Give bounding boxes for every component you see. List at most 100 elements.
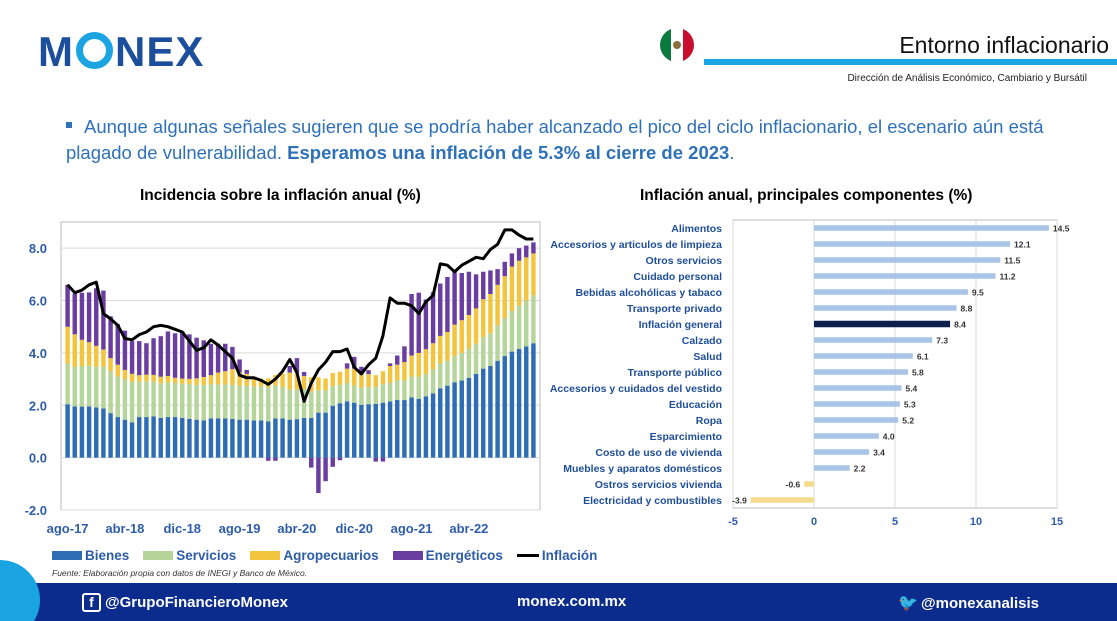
bar-segment-agropecuarios (122, 369, 128, 380)
bar-segment-energéticos (215, 343, 221, 373)
bar-segment-agropecuarios (366, 374, 371, 388)
bar-segment-agropecuarios (488, 294, 493, 334)
bar-segment-agropecuarios (172, 377, 178, 384)
bar-segment-energéticos (323, 457, 328, 482)
bar-segment-servicios (395, 380, 400, 401)
x-tick-label: 5 (892, 516, 898, 528)
bar-segment-energéticos (137, 341, 142, 376)
bar-segment-servicios (495, 325, 500, 361)
bar-segment-energéticos (502, 261, 507, 277)
bar-segment-agropecuarios (423, 349, 429, 375)
category-label: Esparcimiento (650, 431, 722, 443)
y-tick-label: 6.0 (29, 294, 47, 309)
bar-segment-servicios (438, 363, 443, 389)
y-tick-label: 4.0 (29, 346, 47, 361)
bar-segment-bienes (79, 406, 85, 458)
bar-segment-bienes (359, 404, 364, 458)
website-link[interactable]: monex.com.mx (517, 593, 627, 610)
bar-segment-servicios (122, 379, 128, 420)
bar-segment-bienes (380, 402, 386, 458)
category-label: Cuidado personal (633, 271, 722, 283)
legend-label: Bienes (85, 548, 130, 563)
bar-segment-energéticos (208, 343, 214, 376)
bar-segment-energéticos (294, 358, 300, 373)
bar-segment-agropecuarios (79, 339, 85, 366)
category-label: Calzado (682, 335, 722, 347)
chart-legend: Bienes Servicios Agropecuarios Energétic… (52, 548, 597, 563)
bar-segment-agropecuarios (208, 375, 214, 385)
bar-segment-agropecuarios (65, 326, 70, 364)
bar-segment-bienes (294, 419, 300, 458)
category-label: Transporte privado (627, 303, 722, 315)
data-label: 11.5 (1004, 256, 1020, 266)
bar-segment-agropecuarios (344, 368, 350, 384)
bullet-point: Aunque algunas señales sugieren que se p… (66, 114, 1096, 166)
bar-segment-servicios (187, 384, 192, 419)
bar-segment-agropecuarios (359, 372, 364, 388)
bar-segment-bienes (187, 418, 192, 458)
bar-segment-bienes (430, 393, 436, 458)
bullet-square-icon (66, 122, 72, 128)
bar-segment-bienes (72, 406, 77, 458)
bar-segment-servicios (430, 369, 436, 394)
bar-segment-bienes (266, 421, 271, 458)
bar-segment-energéticos (373, 457, 378, 462)
legend-label: Inflación (541, 548, 598, 563)
bar-segment-agropecuarios (180, 378, 185, 384)
bar-segment-bienes (144, 417, 149, 458)
data-label: 5.2 (902, 416, 914, 426)
category-label: Educación (669, 399, 722, 411)
source-note: Fuente: Elaboración propia con datos de … (52, 568, 308, 578)
bar-segment-servicios (280, 386, 285, 419)
bullet-bold: Esperamos una inflación de 5.3% al cierr… (287, 142, 730, 163)
bar-segment-agropecuarios (72, 334, 77, 368)
bar-segment-agropecuarios (430, 343, 436, 370)
bar-segment-agropecuarios (387, 366, 393, 384)
bar-segment-bienes (101, 408, 106, 458)
bar-segment-agropecuarios (137, 375, 142, 382)
x-tick-label: 10 (970, 516, 982, 528)
mexico-flag-icon (660, 28, 694, 62)
bar-segment-servicios (380, 384, 386, 403)
bar-segment-servicios (516, 305, 522, 349)
facebook-link[interactable]: f @GrupoFinancieroMonex (82, 593, 288, 612)
bar-segment-servicios (79, 366, 85, 407)
x-tick-label: abr-22 (449, 521, 488, 536)
bar-segment-energéticos (101, 290, 106, 350)
bar-segment-agropecuarios (129, 373, 135, 382)
bar-segment-agropecuarios (158, 376, 163, 384)
bar-segment-agropecuarios (294, 372, 300, 390)
legend-item-energeticos: Energéticos (392, 548, 503, 563)
data-label: 8.4 (954, 320, 966, 330)
bar-segment-energéticos (366, 370, 371, 375)
bar-segment-bienes (237, 419, 242, 458)
bar-segment-energéticos (337, 457, 343, 461)
bar-segment-servicios (115, 376, 120, 418)
bar-segment-servicios (402, 380, 407, 401)
bar-segment-servicios (337, 384, 343, 404)
bar-segment-bienes (459, 380, 464, 458)
bar-segment-energéticos (115, 324, 120, 365)
bar-segment-servicios (230, 384, 235, 419)
bar-segment-servicios (244, 385, 249, 420)
bar-segment-servicios (158, 383, 163, 418)
bar-segment-bienes (223, 418, 228, 458)
bar-segment-bienes (409, 397, 414, 458)
bar-segment-bienes (172, 417, 178, 458)
bar-segment-bienes (122, 419, 128, 458)
bar-segment-energéticos (423, 299, 429, 350)
twitter-link[interactable]: 🐦 @monexanalisis (898, 593, 1039, 613)
bar-segment-energéticos (495, 269, 500, 285)
bar-segment-bienes (108, 413, 113, 458)
bar-segment-energéticos (459, 273, 464, 321)
facebook-handle: @GrupoFinancieroMonex (105, 594, 288, 611)
bar-segment-agropecuarios (287, 372, 292, 390)
legend-label: Servicios (176, 548, 237, 563)
bar-segment-agropecuarios (144, 374, 149, 382)
bar-segment-energéticos (86, 292, 92, 343)
left-chart-title: Incidencia sobre la inflación anual (%) (140, 187, 421, 204)
bar-segment-servicios (366, 387, 371, 405)
category-label: Accesorios y articulos de limpieza (550, 239, 722, 251)
bar-segment-bienes (94, 407, 99, 458)
